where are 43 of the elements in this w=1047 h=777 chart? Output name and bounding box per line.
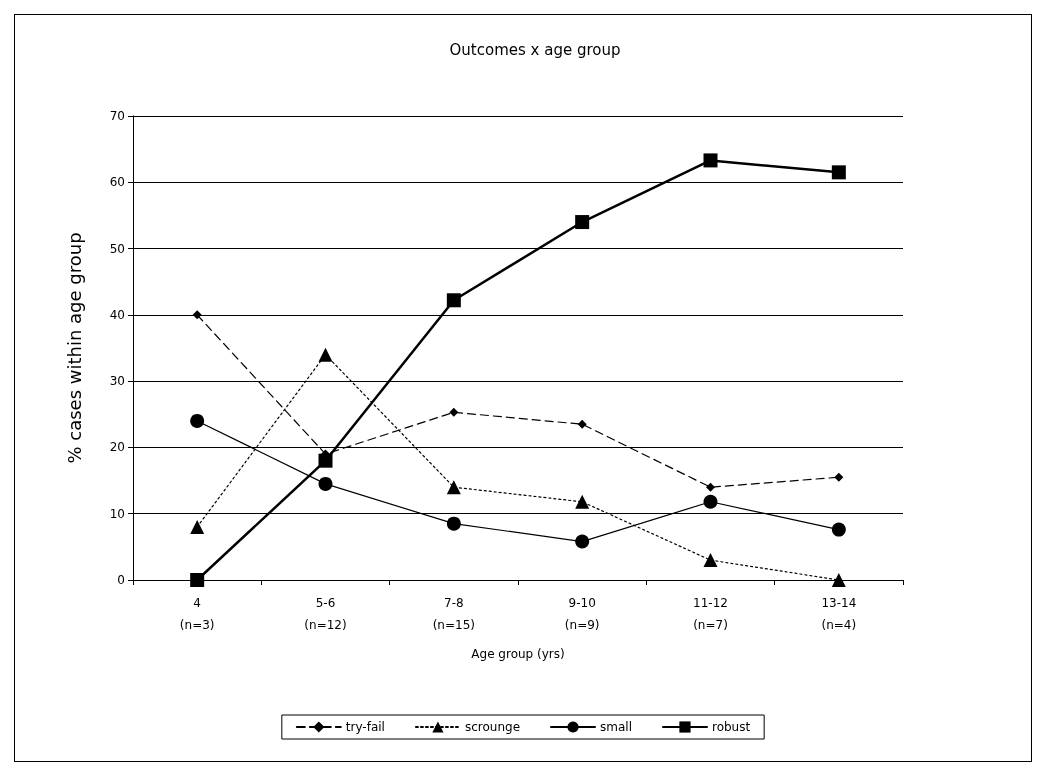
x-axis-title: Age group (yrs) [471, 647, 565, 661]
x-tick-label: 9-10 (n=9) [564, 596, 600, 632]
legend-label: try-fail [345, 720, 385, 734]
point [446, 293, 461, 308]
point [192, 310, 202, 320]
legend-label: small [600, 720, 632, 734]
y-tick-label: 50 [109, 241, 125, 256]
point [449, 407, 459, 417]
point [575, 534, 590, 549]
y-tick-label: 0 [117, 573, 125, 587]
y-tick-label: 40 [109, 307, 125, 322]
point [706, 482, 715, 492]
x-tick-label: 7-8 (n=15) [432, 596, 475, 632]
point [831, 573, 846, 587]
x-tick-label: 4 (n=3) [179, 596, 215, 632]
x-tick-label: 5-6 (n=12) [304, 596, 347, 632]
point [190, 573, 205, 587]
point [834, 472, 844, 482]
point [575, 215, 590, 230]
point [575, 494, 590, 509]
y-tick-label: 30 [109, 374, 125, 389]
point [703, 553, 718, 568]
point [446, 480, 461, 495]
point [190, 413, 205, 428]
legend-label: robust [711, 720, 751, 734]
x-tick-label: 13-14 (n=4) [821, 596, 857, 632]
chart-title: Outcomes x age group [449, 40, 621, 59]
y-tick-label: 60 [109, 175, 125, 190]
point [190, 519, 205, 534]
point [831, 165, 846, 180]
point [831, 522, 846, 537]
point [577, 419, 587, 429]
y-tick-label: 20 [109, 440, 125, 455]
y-tick-label: 70 [109, 109, 125, 123]
point [446, 516, 461, 531]
point [703, 494, 718, 509]
y-tick-label: 10 [109, 506, 125, 521]
point [318, 347, 333, 362]
legend-label: scrounge [464, 720, 521, 734]
point [703, 153, 718, 168]
y-axis-title: % cases within age group [63, 232, 85, 464]
x-tick-label: 11-12 (n=7) [693, 596, 728, 632]
point [318, 476, 333, 491]
